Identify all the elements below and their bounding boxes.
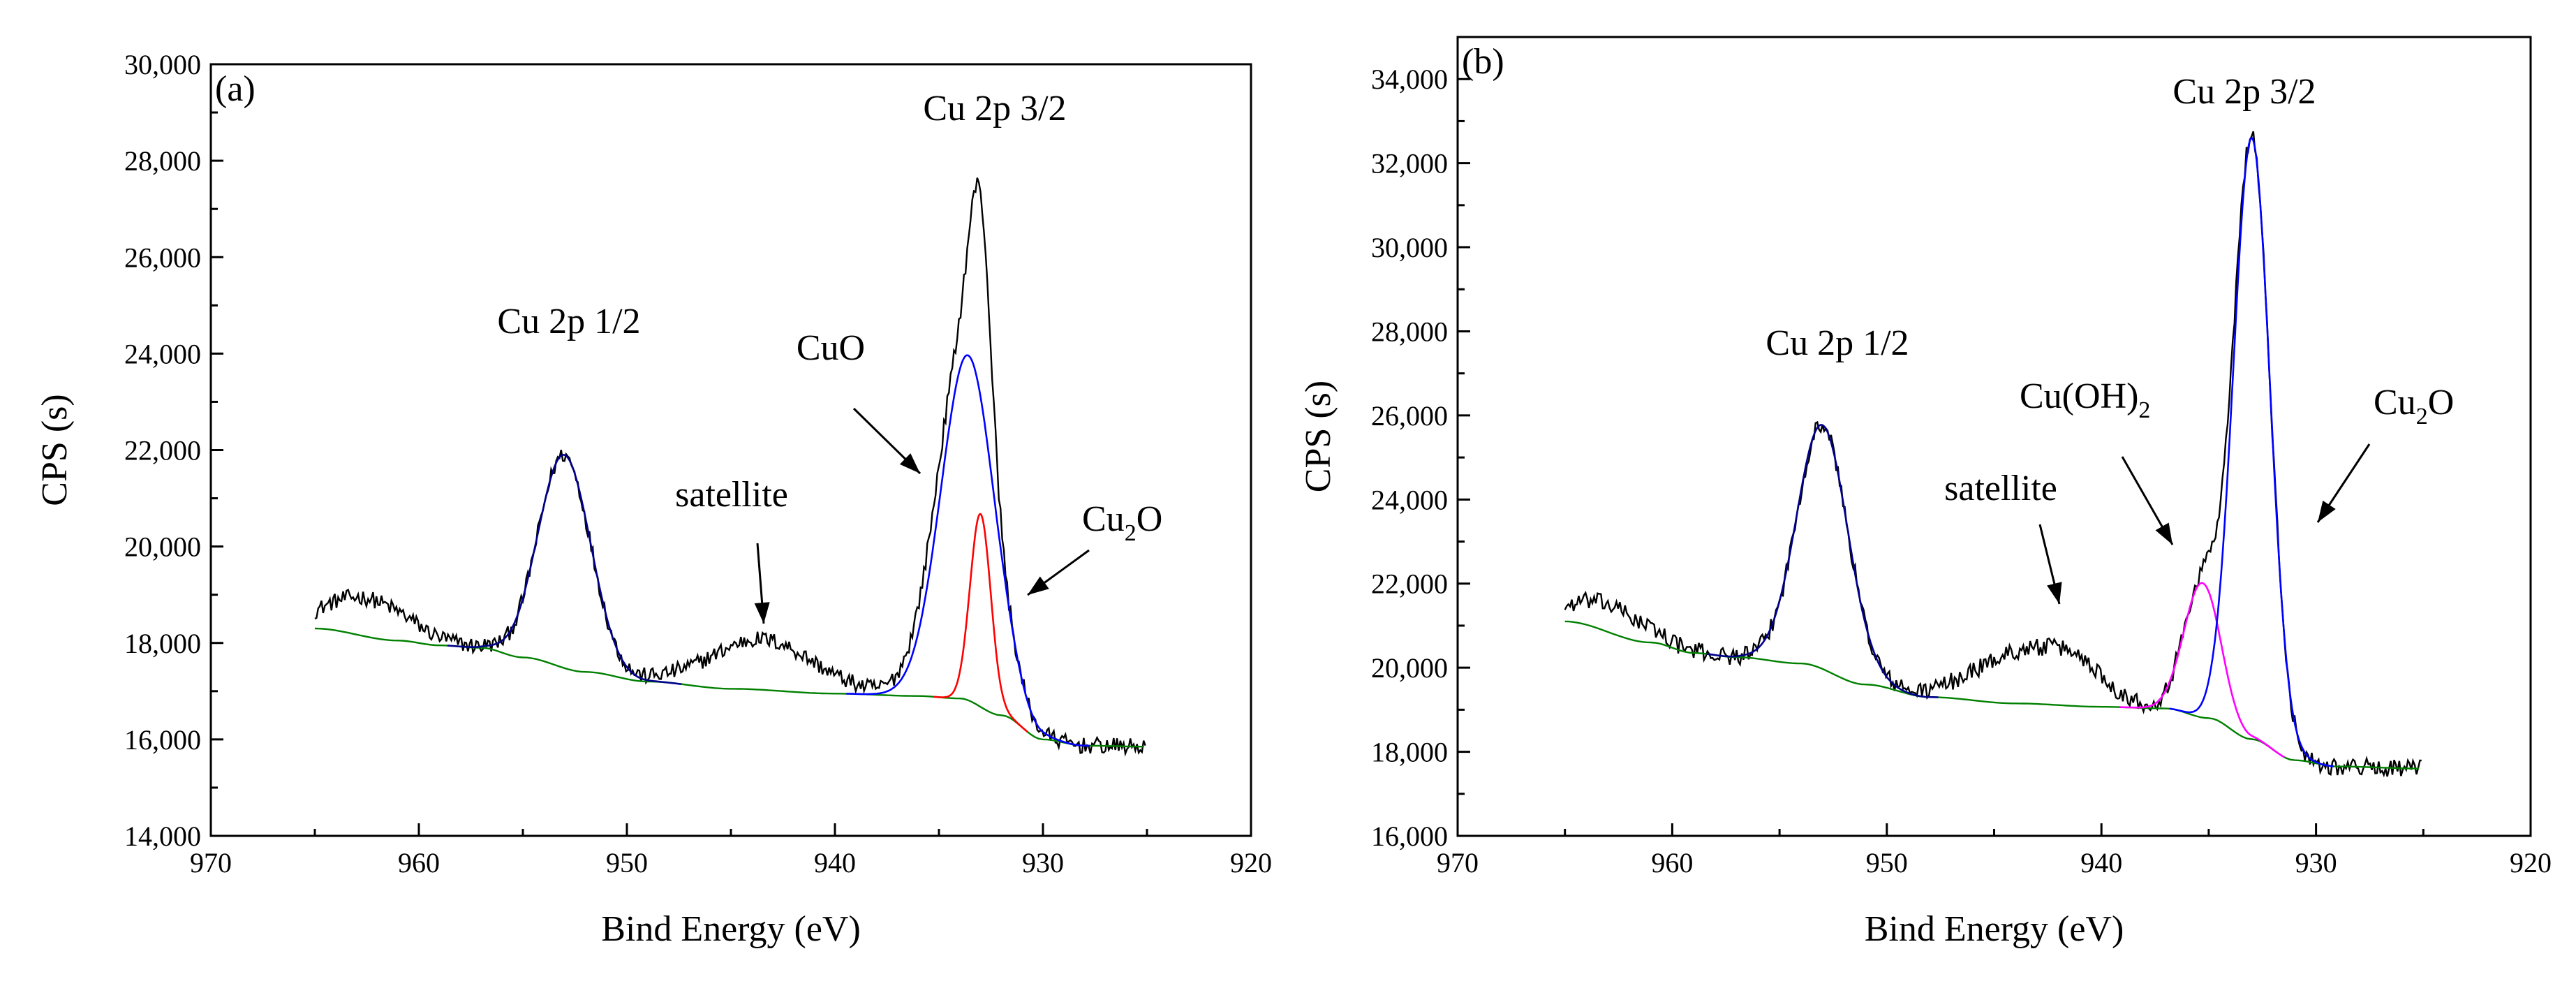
annotation-label: Cu 2p 1/2: [497, 302, 640, 341]
annotation-label: CuO: [797, 328, 865, 368]
panel-a: 970 960 950 940 930 920 14,000 16,000 18,000 20,0…: [35, 49, 1272, 949]
y-tick-label: 16,000: [1371, 821, 1448, 852]
y-tick-label: 30,000: [1371, 232, 1448, 263]
y-tick-label: 20,000: [1371, 652, 1448, 684]
annotation-label: Cu(OH)2: [2020, 376, 2150, 423]
fit-peak-line-0: [1706, 424, 1939, 698]
y-tick-label: 22,000: [1371, 568, 1448, 600]
y-tick-label: 26,000: [124, 242, 201, 273]
annotation-label: Cu 2p 3/2: [923, 89, 1066, 128]
x-tick-label: 920: [2510, 847, 2552, 878]
y-tick-label: 16,000: [124, 724, 201, 756]
x-tick-label: 940: [2080, 847, 2122, 878]
annotation-label: satellite: [675, 475, 788, 515]
y-tick-label: 32,000: [1371, 148, 1448, 179]
annotation-arrow-head: [2318, 500, 2336, 522]
x-tick-label: 930: [2295, 847, 2337, 878]
panel-label: (a): [215, 69, 256, 109]
annotation-label: Cu 2p 3/2: [2172, 72, 2316, 112]
x-tick-label: 950: [1866, 847, 1908, 878]
y-tick-label: 18,000: [1371, 737, 1448, 768]
x-tick-label: 960: [398, 847, 440, 878]
fit-peak-line-1: [2120, 582, 2285, 758]
measured-spectrum-line: [314, 177, 1146, 757]
annotation-label: Cu2O: [2374, 383, 2454, 429]
annotation-arrow-head: [754, 602, 770, 624]
annotation-label: Cu2O: [1082, 499, 1162, 546]
y-tick-label: 34,000: [1371, 64, 1448, 95]
x-tick-label: 930: [1022, 847, 1064, 878]
annotation-arrow-head: [2155, 522, 2172, 545]
y-tick-label: 28,000: [124, 145, 201, 177]
x-tick-label: 970: [1437, 847, 1479, 878]
y-tick-label: 28,000: [1371, 316, 1448, 347]
panel-b: 970 960 950 940 930 920 16,000 18,000 20,000 22,0…: [1298, 36, 2552, 949]
y-tick-label: 30,000: [124, 49, 201, 80]
annotation-arrow-head: [1028, 576, 1049, 595]
annotation-arrow-head: [899, 453, 920, 473]
measured-spectrum-line: [1564, 131, 2422, 778]
y-tick-label: 18,000: [124, 628, 201, 659]
y-tick-label: 14,000: [124, 821, 201, 852]
y-tick-label: 24,000: [124, 338, 201, 369]
plot-frame: [209, 63, 1252, 837]
plot-area: [314, 177, 1146, 757]
annotation-label: satellite: [1944, 469, 2057, 508]
x-tick-label: 970: [190, 847, 232, 878]
background-line: [314, 627, 1143, 748]
x-tick-label: 950: [606, 847, 648, 878]
y-axis-title: CPS (s): [35, 394, 75, 506]
y-tick-label: 20,000: [124, 531, 201, 563]
y-tick-label: 22,000: [124, 435, 201, 466]
annotation-arrow-head: [2047, 582, 2062, 604]
y-tick-label: 26,000: [1371, 400, 1448, 432]
panel-label: (b): [1462, 42, 1504, 82]
x-tick-label: 940: [814, 847, 856, 878]
y-tick-label: 24,000: [1371, 484, 1448, 515]
annotation-label: Cu 2p 1/2: [1766, 323, 1909, 363]
x-tick-label: 960: [1651, 847, 1693, 878]
fit-peak-line-2: [933, 513, 1028, 733]
y-axis-title: CPS (s): [1298, 381, 1338, 492]
plot-frame: [1456, 36, 2532, 837]
x-axis-title: Bind Energy (eV): [601, 909, 861, 949]
plot-area: [1564, 131, 2422, 778]
fit-peak-line-0: [447, 454, 682, 685]
x-tick-label: 920: [1230, 847, 1272, 878]
fit-peak-line-2: [2169, 137, 2334, 767]
fit-peak-line-1: [846, 354, 1090, 747]
x-axis-title: Bind Energy (eV): [1865, 909, 2124, 949]
